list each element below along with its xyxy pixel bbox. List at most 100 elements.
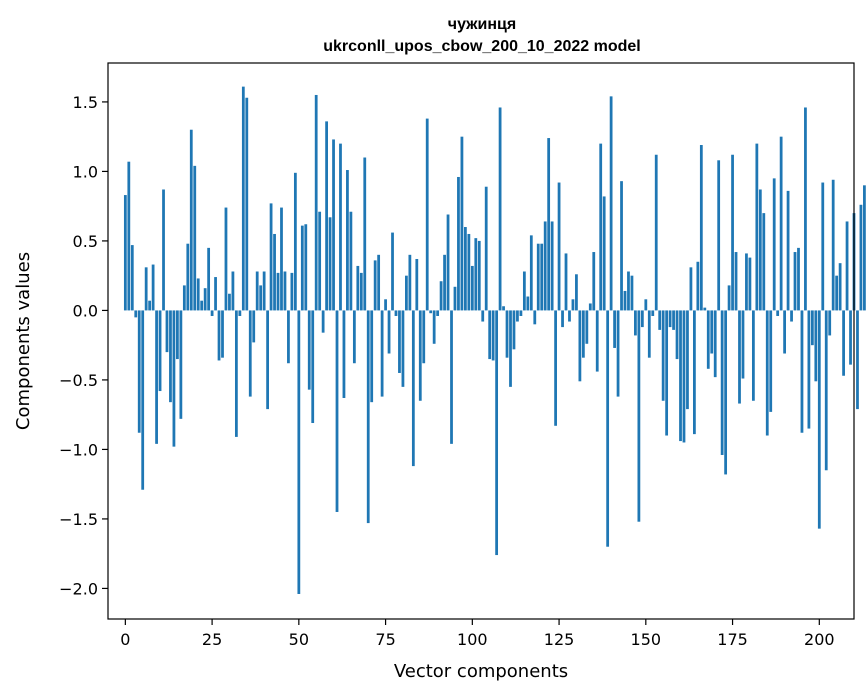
bar-97 <box>460 136 464 311</box>
bar-16 <box>179 310 183 419</box>
bar-17 <box>182 285 186 311</box>
bar-64 <box>346 170 349 311</box>
bar-159 <box>675 310 679 360</box>
bar-190 <box>783 310 786 354</box>
bar-134 <box>588 303 592 311</box>
bar-42 <box>269 203 273 311</box>
y-axis-label: Components values <box>13 252 34 430</box>
bar-115 <box>522 271 526 311</box>
bar-106 <box>491 310 495 361</box>
bar-177 <box>738 310 741 404</box>
bar-209 <box>849 310 852 365</box>
bar-93 <box>446 214 450 311</box>
bar-205 <box>835 275 839 311</box>
bar-169 <box>710 310 714 354</box>
bar-150 <box>644 299 648 311</box>
bar-20 <box>193 165 197 311</box>
bar-123 <box>550 221 554 311</box>
bar-127 <box>564 253 568 311</box>
x-axis-ticks: 0 25 50 75 100 125 150 175 200 <box>120 619 835 649</box>
bar-98 <box>464 227 467 311</box>
bar-148 <box>637 310 641 522</box>
x-tick-label: 25 <box>202 630 222 649</box>
x-tick-label: 0 <box>120 630 130 649</box>
bar-4 <box>137 310 141 433</box>
bar-178 <box>741 310 745 379</box>
x-tick-label: 75 <box>375 630 395 649</box>
bar-211 <box>856 310 859 410</box>
bar-28 <box>221 310 224 358</box>
bar-149 <box>640 310 644 328</box>
bar-55 <box>314 94 318 311</box>
bar-146 <box>630 275 634 311</box>
bar-192 <box>790 310 793 322</box>
bar-163 <box>689 267 693 311</box>
bar-130 <box>575 274 578 311</box>
bar-5 <box>141 310 145 490</box>
bar-208 <box>845 221 849 311</box>
bar-119 <box>536 243 540 311</box>
bar-49 <box>293 172 297 311</box>
bar-47 <box>287 310 290 364</box>
bar-202 <box>824 310 828 471</box>
bar-188 <box>776 310 780 316</box>
bar-91 <box>439 281 443 311</box>
bar-121 <box>543 221 547 311</box>
bar-27 <box>217 310 221 361</box>
plot-frame <box>107 62 855 620</box>
x-tick-label: 50 <box>289 630 309 649</box>
bar-84 <box>415 258 419 311</box>
bar-102 <box>477 240 481 311</box>
bar-1 <box>127 161 131 311</box>
bar-203 <box>828 310 832 336</box>
bar-132 <box>581 310 585 358</box>
bar-109 <box>502 306 505 311</box>
bar-37 <box>252 310 256 343</box>
bar-53 <box>307 310 311 390</box>
x-tick-label: 100 <box>457 630 488 649</box>
bar-21 <box>196 278 200 311</box>
bar-95 <box>453 286 457 311</box>
bar-39 <box>259 285 263 311</box>
bar-56 <box>318 211 322 311</box>
bar-125 <box>557 182 561 311</box>
bar-68 <box>359 272 363 311</box>
bar-117 <box>529 235 533 311</box>
bar-24 <box>207 247 211 311</box>
bar-9 <box>155 310 158 444</box>
bar-100 <box>470 265 474 311</box>
bar-12 <box>165 310 169 353</box>
bar-34 <box>241 86 245 311</box>
bar-99 <box>467 233 471 311</box>
bar-136 <box>595 310 599 372</box>
y-tick-label: 1.5 <box>73 93 98 112</box>
bar-194 <box>797 247 800 311</box>
bar-44 <box>276 272 280 311</box>
bar-35 <box>245 97 249 311</box>
bar-155 <box>661 310 665 401</box>
bar-61 <box>335 310 339 512</box>
bar-112 <box>512 310 516 350</box>
bar-86 <box>422 310 426 364</box>
y-tick-label: −0.5 <box>59 371 98 390</box>
bar-57 <box>321 310 325 333</box>
x-axis-label: Vector components <box>394 661 568 682</box>
bar-70 <box>366 310 370 524</box>
bar-197 <box>807 310 811 429</box>
bar-153 <box>654 154 658 311</box>
bar-88 <box>429 310 433 314</box>
bar-196 <box>804 107 807 311</box>
bar-126 <box>561 310 564 328</box>
bar-206 <box>838 263 842 311</box>
bar-165 <box>696 261 700 311</box>
bar-118 <box>533 310 537 325</box>
bar-13 <box>169 310 172 403</box>
bar-183 <box>758 189 762 311</box>
bar-110 <box>505 310 509 358</box>
x-tick-label: 125 <box>544 630 575 649</box>
bar-104 <box>484 186 488 311</box>
bar-2 <box>130 245 134 311</box>
x-tick-label: 175 <box>717 630 748 649</box>
bar-25 <box>210 310 214 316</box>
bar-103 <box>481 310 485 322</box>
